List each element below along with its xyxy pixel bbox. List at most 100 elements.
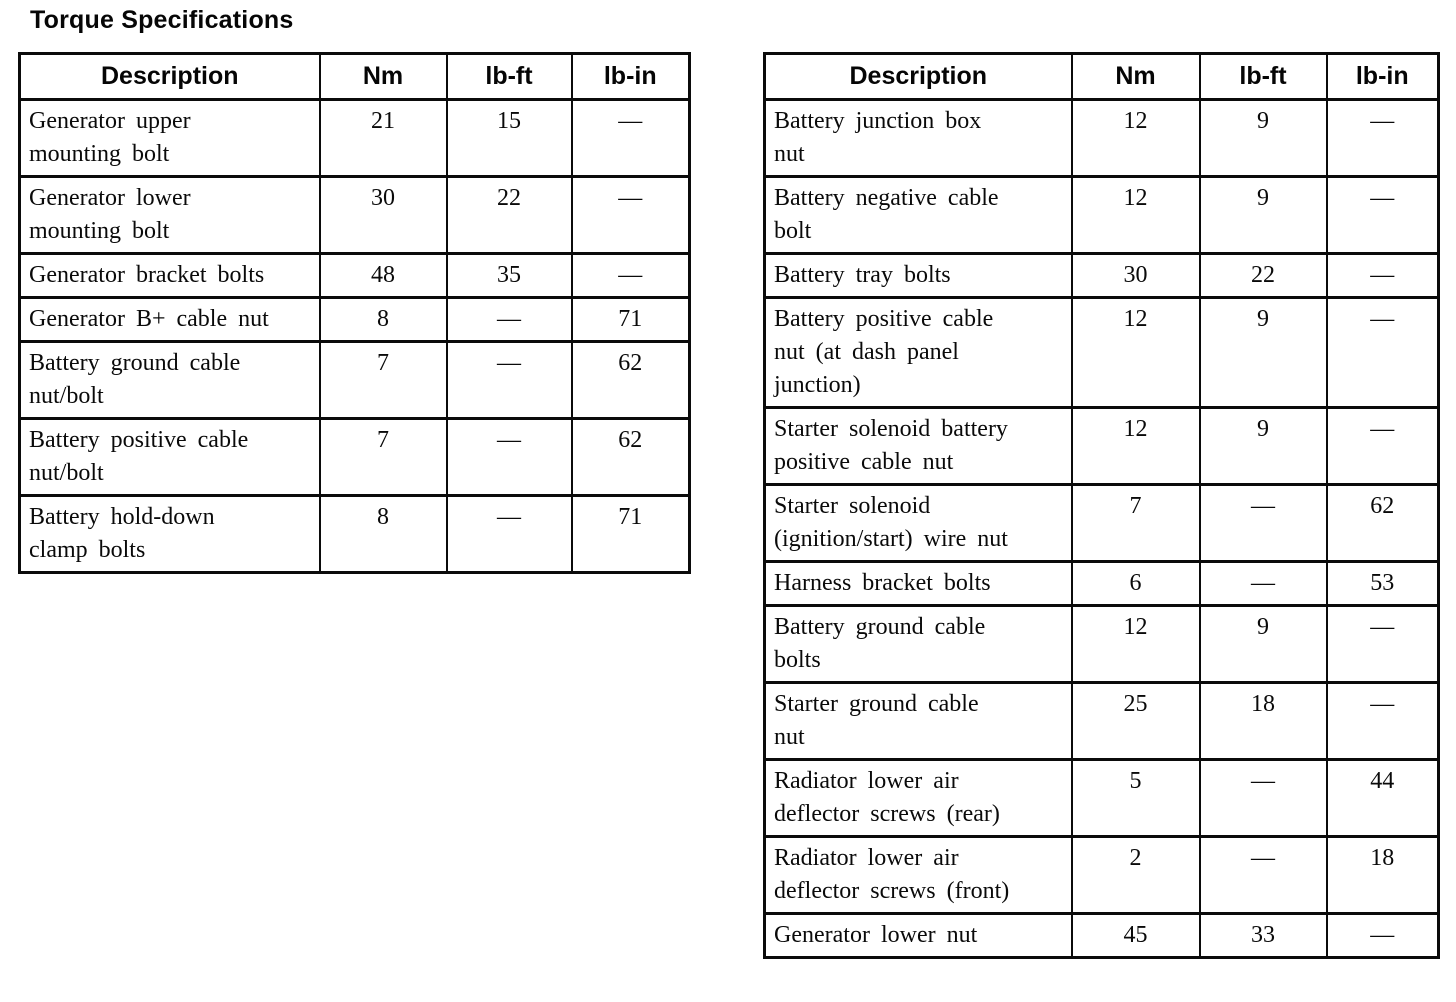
table-row: Radiator lower air deflector screws (rea… xyxy=(763,758,1440,838)
nm-cell: 2 xyxy=(1070,835,1201,915)
lb-in-cell: — xyxy=(1325,252,1440,299)
lb-in-cell: 62 xyxy=(570,340,691,420)
table-row: Battery positive cable nut/bolt 7 — 62 xyxy=(18,417,691,497)
description-cell: Generator upper mounting bolt xyxy=(18,98,321,178)
lb-ft-cell: 22 xyxy=(1198,252,1328,299)
nm-cell: 7 xyxy=(318,417,448,497)
table-row: Generator upper mounting bolt 21 15 — xyxy=(18,98,691,178)
page-title: Torque Specifications xyxy=(30,6,294,34)
table-row: Generator bracket bolts 48 35 — xyxy=(18,252,691,299)
lb-in-cell: — xyxy=(570,175,691,255)
lb-ft-cell: — xyxy=(445,340,573,420)
description-cell: Radiator lower air deflector screws (rea… xyxy=(763,758,1073,838)
lb-in-cell: — xyxy=(1325,98,1440,178)
description-cell: Battery positive cable nut/bolt xyxy=(18,417,321,497)
nm-cell: 8 xyxy=(318,494,448,574)
lb-ft-cell: 35 xyxy=(445,252,573,299)
description-cell: Starter solenoid (ignition/start) wire n… xyxy=(763,483,1073,563)
nm-cell: 12 xyxy=(1070,406,1201,486)
table-row: Battery negative cable bolt 12 9 — xyxy=(763,175,1440,255)
description-cell: Generator bracket bolts xyxy=(18,252,321,299)
lb-ft-cell: — xyxy=(445,417,573,497)
nm-cell: 25 xyxy=(1070,681,1201,761)
description-cell: Generator B+ cable nut xyxy=(18,296,321,343)
lb-in-cell: 18 xyxy=(1325,835,1440,915)
lb-ft-cell: 33 xyxy=(1198,912,1328,959)
nm-cell: 12 xyxy=(1070,604,1201,684)
table-row: Radiator lower air deflector screws (fro… xyxy=(763,835,1440,915)
column-header-lb-in: lb-in xyxy=(570,52,691,101)
table-row: Generator B+ cable nut 8 — 71 xyxy=(18,296,691,343)
column-header-lb-in: lb-in xyxy=(1325,52,1440,101)
lb-in-cell: 71 xyxy=(570,296,691,343)
description-cell: Battery tray bolts xyxy=(763,252,1073,299)
torque-table-right: Description Nm lb-ft lb-in Battery junct… xyxy=(763,52,1440,959)
description-cell: Generator lower nut xyxy=(763,912,1073,959)
column-header-lb-ft: lb-ft xyxy=(1198,52,1328,101)
table-row: Generator lower nut 45 33 — xyxy=(763,912,1440,959)
column-header-nm: Nm xyxy=(1070,52,1201,101)
lb-in-cell: 71 xyxy=(570,494,691,574)
lb-ft-cell: — xyxy=(1198,483,1328,563)
description-cell: Battery ground cable bolts xyxy=(763,604,1073,684)
lb-in-cell: 53 xyxy=(1325,560,1440,607)
lb-in-cell: — xyxy=(570,98,691,178)
table-row: Battery positive cable nut (at dash pane… xyxy=(763,296,1440,409)
column-header-nm: Nm xyxy=(318,52,448,101)
description-cell: Battery junction box nut xyxy=(763,98,1073,178)
nm-cell: 12 xyxy=(1070,98,1201,178)
table-row: Battery junction box nut 12 9 — xyxy=(763,98,1440,178)
lb-ft-cell: 9 xyxy=(1198,98,1328,178)
column-header-description: Description xyxy=(763,52,1073,101)
table-row: Starter solenoid battery positive cable … xyxy=(763,406,1440,486)
nm-cell: 48 xyxy=(318,252,448,299)
lb-ft-cell: — xyxy=(1198,560,1328,607)
table-row: Starter solenoid (ignition/start) wire n… xyxy=(763,483,1440,563)
lb-ft-cell: 9 xyxy=(1198,406,1328,486)
table-row: Battery ground cable nut/bolt 7 — 62 xyxy=(18,340,691,420)
nm-cell: 21 xyxy=(318,98,448,178)
description-cell: Generator lower mounting bolt xyxy=(18,175,321,255)
lb-ft-cell: — xyxy=(445,494,573,574)
lb-ft-cell: 22 xyxy=(445,175,573,255)
lb-in-cell: — xyxy=(1325,406,1440,486)
nm-cell: 12 xyxy=(1070,296,1201,409)
lb-in-cell: 62 xyxy=(1325,483,1440,563)
nm-cell: 30 xyxy=(1070,252,1201,299)
description-cell: Radiator lower air deflector screws (fro… xyxy=(763,835,1073,915)
lb-ft-cell: 15 xyxy=(445,98,573,178)
lb-ft-cell: 18 xyxy=(1198,681,1328,761)
nm-cell: 12 xyxy=(1070,175,1201,255)
lb-in-cell: — xyxy=(1325,912,1440,959)
lb-ft-cell: — xyxy=(1198,758,1328,838)
lb-in-cell: — xyxy=(1325,681,1440,761)
table-row: Generator lower mounting bolt 30 22 — xyxy=(18,175,691,255)
lb-ft-cell: — xyxy=(445,296,573,343)
nm-cell: 6 xyxy=(1070,560,1201,607)
nm-cell: 45 xyxy=(1070,912,1201,959)
lb-in-cell: — xyxy=(1325,296,1440,409)
nm-cell: 8 xyxy=(318,296,448,343)
table-row: Battery tray bolts 30 22 — xyxy=(763,252,1440,299)
lb-in-cell: — xyxy=(1325,604,1440,684)
description-cell: Starter solenoid battery positive cable … xyxy=(763,406,1073,486)
table-row: Starter ground cable nut 25 18 — xyxy=(763,681,1440,761)
table-row: Harness bracket bolts 6 — 53 xyxy=(763,560,1440,607)
lb-ft-cell: — xyxy=(1198,835,1328,915)
nm-cell: 5 xyxy=(1070,758,1201,838)
description-cell: Harness bracket bolts xyxy=(763,560,1073,607)
torque-table-left: Description Nm lb-ft lb-in Generator upp… xyxy=(18,52,691,574)
description-cell: Battery negative cable bolt xyxy=(763,175,1073,255)
description-cell: Battery hold-down clamp bolts xyxy=(18,494,321,574)
description-cell: Starter ground cable nut xyxy=(763,681,1073,761)
lb-in-cell: 44 xyxy=(1325,758,1440,838)
lb-in-cell: 62 xyxy=(570,417,691,497)
table-header-row: Description Nm lb-ft lb-in xyxy=(18,52,691,101)
lb-in-cell: — xyxy=(570,252,691,299)
nm-cell: 7 xyxy=(318,340,448,420)
table-row: Battery ground cable bolts 12 9 — xyxy=(763,604,1440,684)
column-header-lb-ft: lb-ft xyxy=(445,52,573,101)
table-header-row: Description Nm lb-ft lb-in xyxy=(763,52,1440,101)
lb-ft-cell: 9 xyxy=(1198,604,1328,684)
